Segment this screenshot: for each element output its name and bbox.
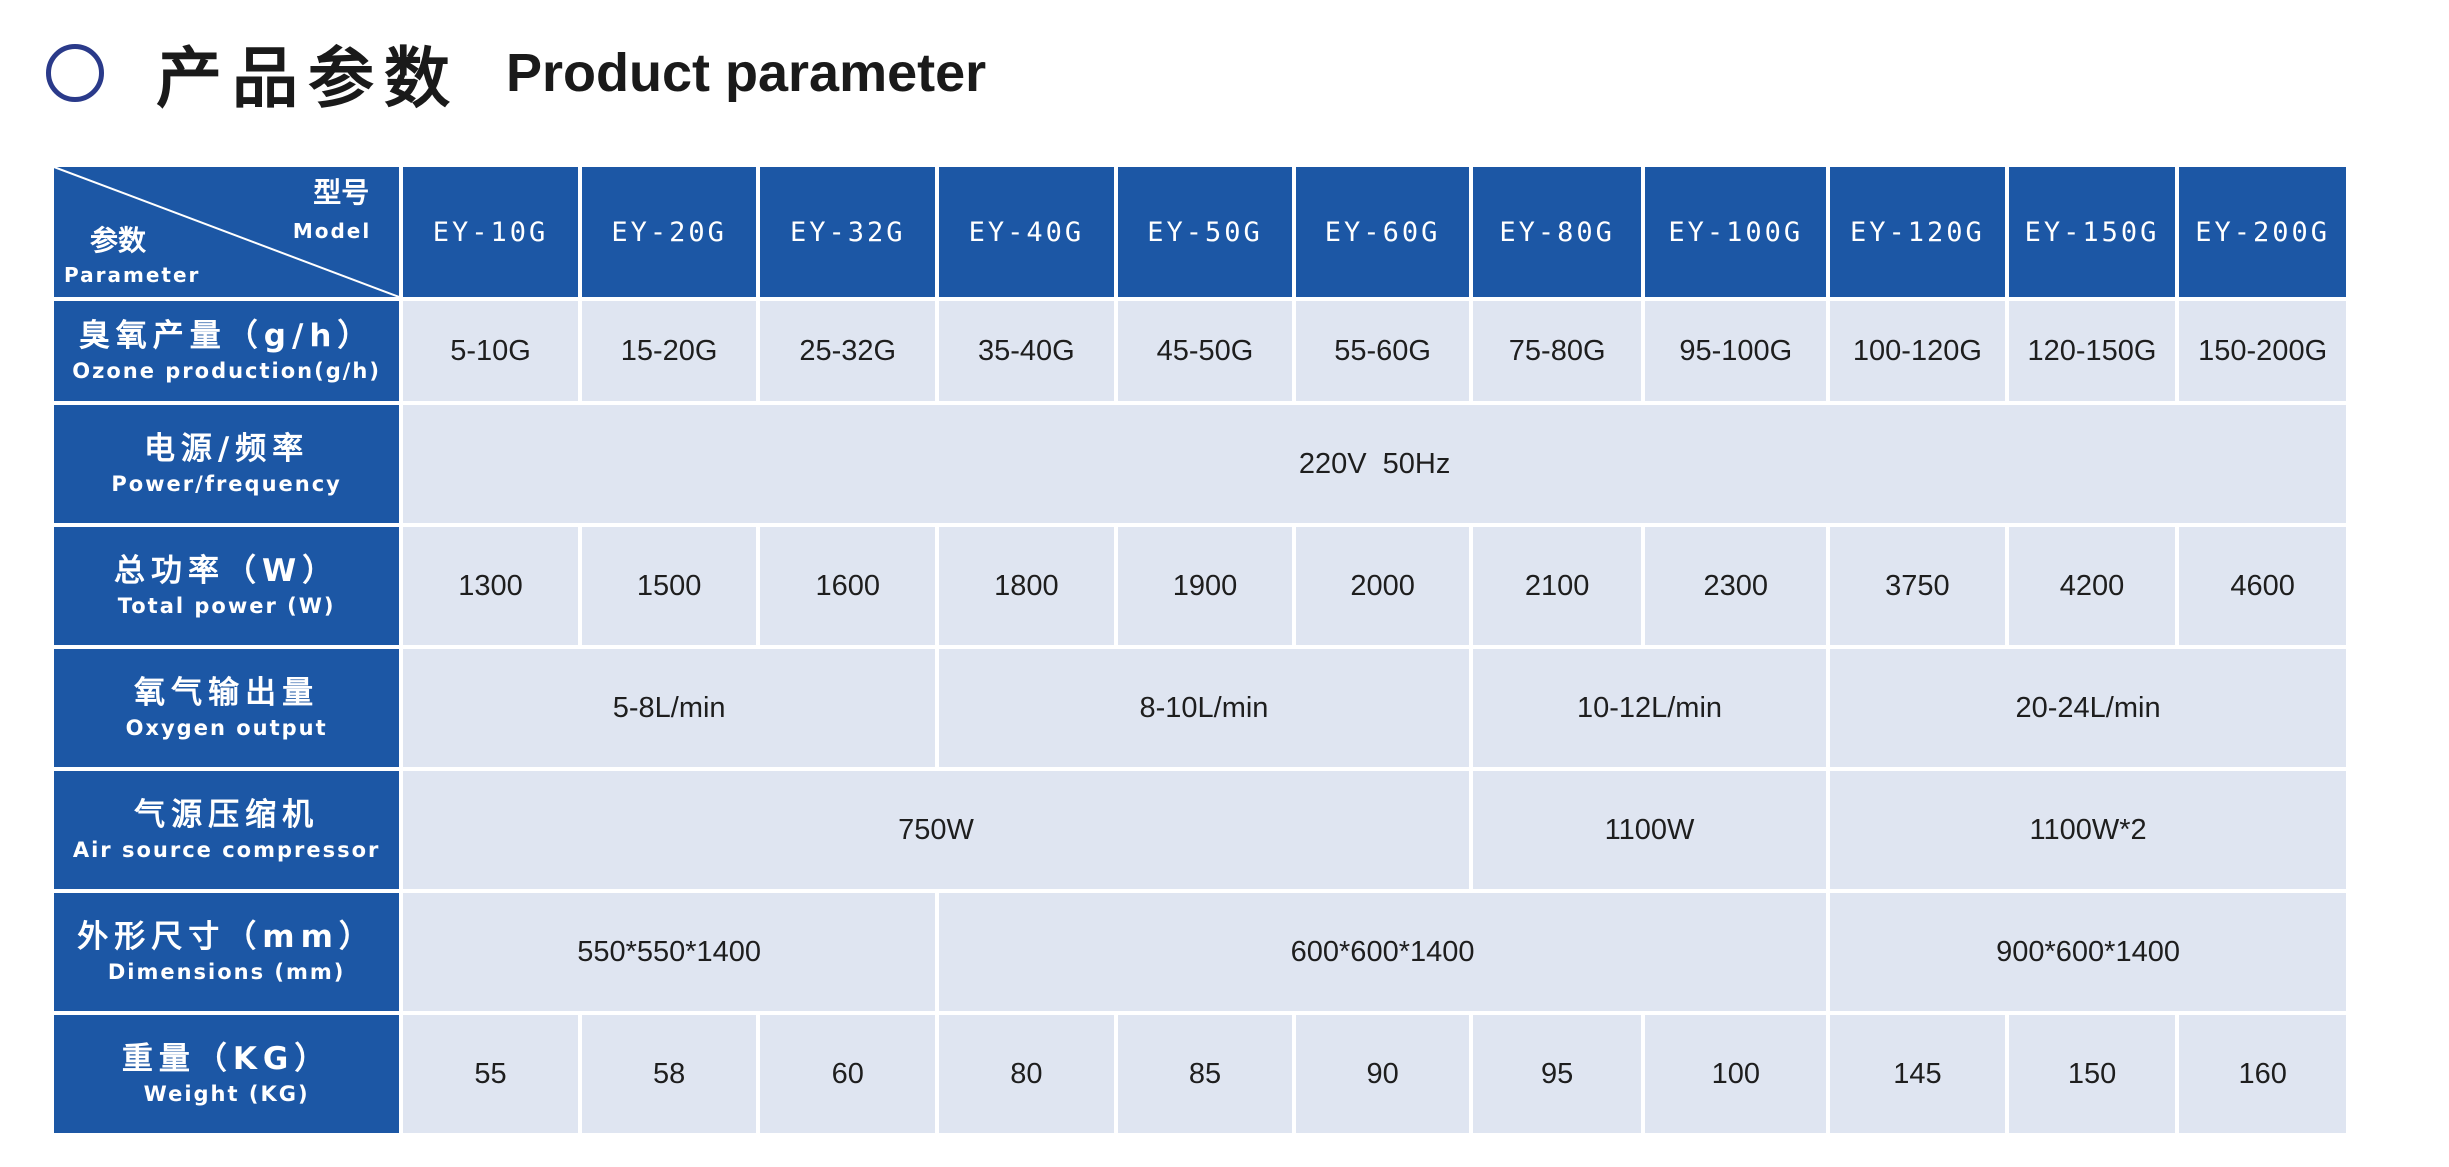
row-header: 电源/频率 Power/frequency [54, 405, 400, 523]
table-cell: 100 [1645, 1015, 1827, 1133]
table-cell: 58 [581, 1015, 757, 1133]
table-cell: 90 [1296, 1015, 1469, 1133]
model-header: EY-80G [1472, 167, 1642, 297]
model-header: EY-40G [939, 167, 1114, 297]
corner-header-cell: 型号 Model 参数 Parameter [54, 167, 400, 297]
corner-param-cn: 参数 [90, 224, 147, 257]
row-label-cn: 重量（KG） [121, 1041, 332, 1077]
row-label-cn: 电源/频率 [143, 431, 310, 467]
weight-row: 重量（KG） Weight (KG) 55 58 60 80 85 90 95 … [54, 1015, 2346, 1133]
ozone-production-row: 臭氧产量（g/h） Ozone production(g/h) 5-10G 15… [54, 301, 2346, 401]
table-cell: 145 [1830, 1015, 2005, 1133]
table-cell: 60 [760, 1015, 936, 1133]
table-cell: 80 [939, 1015, 1114, 1133]
row-header: 外形尺寸（mm） Dimensions (mm) [54, 893, 400, 1011]
row-label-en: Dimensions (mm) [107, 960, 346, 984]
table-cell: 4200 [2008, 527, 2176, 645]
corner-param-en: Parameter [64, 263, 201, 287]
row-header: 重量（KG） Weight (KG) [54, 1015, 400, 1133]
page-heading: 产品参数 Product parameter [46, 28, 986, 118]
row-label-en: Weight (KG) [143, 1082, 310, 1106]
row-header: 总功率（W） Total power (W) [54, 527, 400, 645]
table-cell: 10-12L/min [1472, 649, 1827, 767]
model-header: EY-120G [1830, 167, 2005, 297]
table-cell: 5-10G [403, 301, 578, 401]
table-cell: 15-20G [581, 301, 757, 401]
power-frequency-row: 电源/频率 Power/frequency 220V 50Hz [54, 405, 2346, 523]
row-header: 气源压缩机 Air source compressor [54, 771, 400, 889]
table-cell: 35-40G [939, 301, 1114, 401]
table-cell: 4600 [2179, 527, 2346, 645]
table-cell: 2100 [1472, 527, 1642, 645]
row-label-cn: 氧气输出量 [134, 675, 320, 711]
compressor-row: 气源压缩机 Air source compressor 750W 1100W 1… [54, 771, 2346, 889]
row-label-cn: 臭氧产量（g/h） [78, 318, 375, 354]
table-cell: 1100W [1472, 771, 1827, 889]
total-power-row: 总功率（W） Total power (W) 1300 1500 1600 18… [54, 527, 2346, 645]
dimensions-row: 外形尺寸（mm） Dimensions (mm) 550*550*1400 60… [54, 893, 2346, 1011]
table-cell: 550*550*1400 [403, 893, 936, 1011]
diagonal-divider [54, 167, 400, 297]
model-header: EY-100G [1645, 167, 1827, 297]
table-cell: 20-24L/min [1830, 649, 2346, 767]
model-header: EY-20G [581, 167, 757, 297]
row-label-cn: 外形尺寸（mm） [77, 919, 376, 955]
model-header: EY-150G [2008, 167, 2176, 297]
model-header: EY-10G [403, 167, 578, 297]
row-label-cn: 总功率（W） [114, 553, 340, 589]
table-cell: 5-8L/min [403, 649, 936, 767]
table-cell: 25-32G [760, 301, 936, 401]
row-label-en: Power/frequency [111, 472, 342, 496]
row-label-en: Total power (W) [117, 594, 336, 618]
model-header: EY-32G [760, 167, 936, 297]
oxygen-output-row: 氧气输出量 Oxygen output 5-8L/min 8-10L/min 1… [54, 649, 2346, 767]
table-cell: 900*600*1400 [1830, 893, 2346, 1011]
corner-model-cn: 型号 [313, 176, 370, 209]
row-label-en: Air source compressor [72, 838, 381, 862]
model-header: EY-50G [1117, 167, 1293, 297]
table-cell: 55-60G [1296, 301, 1469, 401]
table-cell: 8-10L/min [939, 649, 1469, 767]
table-cell: 2000 [1296, 527, 1469, 645]
model-header: EY-200G [2179, 167, 2346, 297]
table-cell: 1100W*2 [1830, 771, 2346, 889]
model-header-row: 型号 Model 参数 Parameter EY-10G EY-20G EY-3… [54, 167, 2346, 297]
table-cell: 160 [2179, 1015, 2346, 1133]
table-cell: 1800 [939, 527, 1114, 645]
row-header: 氧气输出量 Oxygen output [54, 649, 400, 767]
table-cell: 600*600*1400 [939, 893, 1827, 1011]
row-label-cn: 气源压缩机 [134, 797, 320, 833]
row-header: 臭氧产量（g/h） Ozone production(g/h) [54, 301, 400, 401]
table-cell: 120-150G [2008, 301, 2176, 401]
table-cell: 150 [2008, 1015, 2176, 1133]
table-cell: 55 [403, 1015, 578, 1133]
table-cell: 100-120G [1830, 301, 2005, 401]
title-chinese: 产品参数 [156, 40, 460, 117]
table-cell: 85 [1117, 1015, 1293, 1133]
row-label-en: Oxygen output [125, 716, 328, 740]
table-cell: 95-100G [1645, 301, 1827, 401]
table-cell: 1500 [581, 527, 757, 645]
row-label-en: Ozone production(g/h) [72, 359, 381, 383]
model-header: EY-60G [1296, 167, 1469, 297]
table-cell: 1300 [403, 527, 578, 645]
table-cell: 220V 50Hz [403, 405, 2346, 523]
circle-icon [46, 44, 104, 102]
product-parameter-table: 型号 Model 参数 Parameter EY-10G EY-20G EY-3… [50, 163, 2350, 1137]
table-cell: 1900 [1117, 527, 1293, 645]
table-cell: 150-200G [2179, 301, 2346, 401]
table-cell: 750W [403, 771, 1469, 889]
table-cell: 95 [1472, 1015, 1642, 1133]
corner-model-en: Model [292, 219, 372, 243]
table-cell: 45-50G [1117, 301, 1293, 401]
table-cell: 3750 [1830, 527, 2005, 645]
table-cell: 2300 [1645, 527, 1827, 645]
table-cell: 1600 [760, 527, 936, 645]
title-english: Product parameter [506, 43, 987, 103]
table-cell: 75-80G [1472, 301, 1642, 401]
